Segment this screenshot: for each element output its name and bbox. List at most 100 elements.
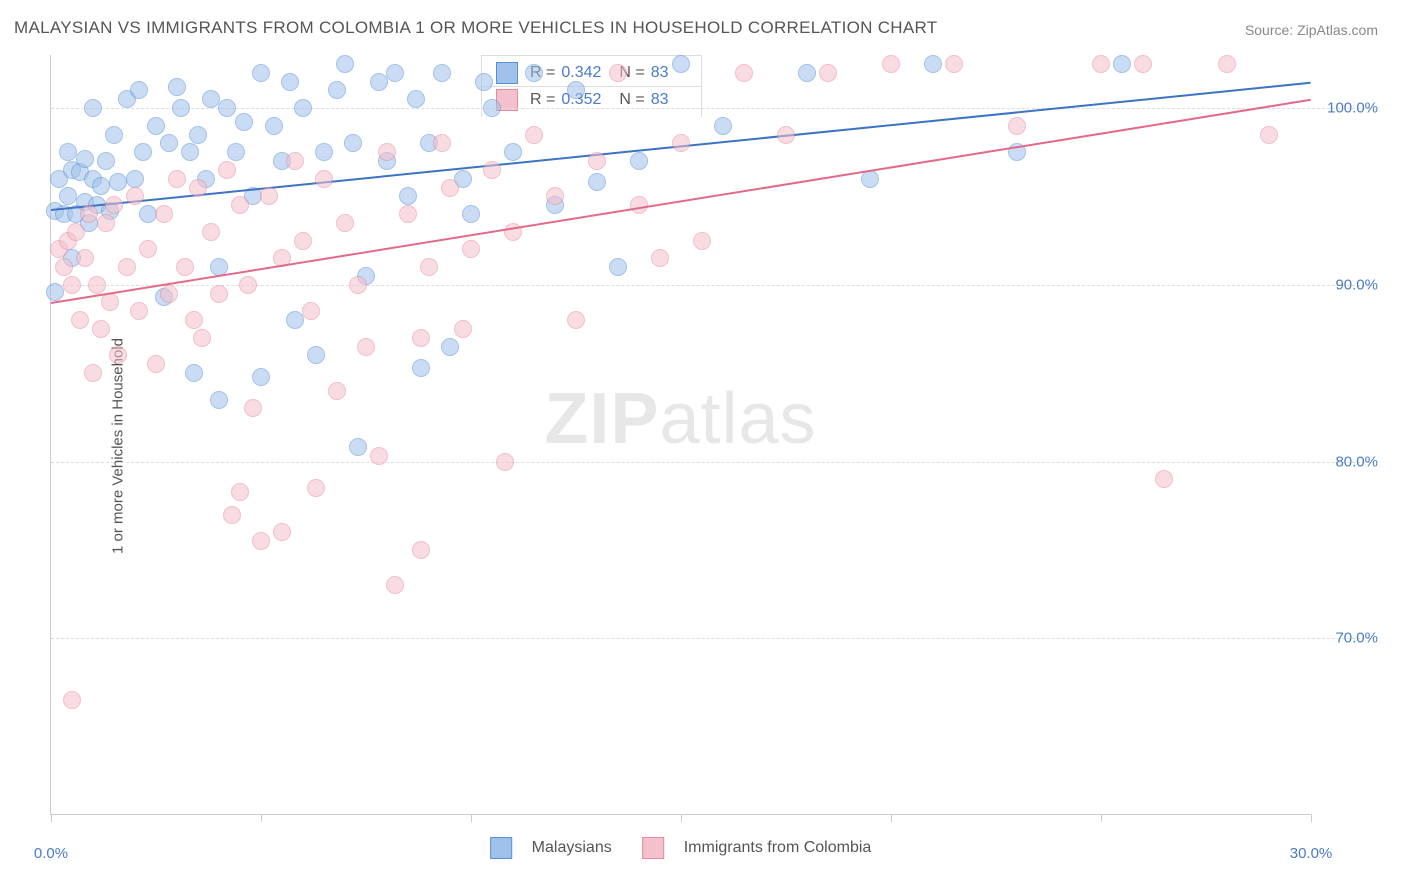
legend-label: Malaysians (532, 839, 612, 857)
scatter-point (101, 293, 119, 311)
scatter-point (483, 161, 501, 179)
scatter-point (109, 346, 127, 364)
scatter-point (672, 55, 690, 73)
gridline-horizontal (51, 108, 1370, 109)
scatter-point (672, 134, 690, 152)
scatter-point (218, 99, 236, 117)
scatter-point (777, 126, 795, 144)
n-label: N = (619, 91, 644, 109)
scatter-point (134, 143, 152, 161)
scatter-point (265, 117, 283, 135)
scatter-point (59, 143, 77, 161)
scatter-point (399, 205, 417, 223)
scatter-point (546, 187, 564, 205)
x-tick (681, 814, 682, 822)
scatter-point (252, 532, 270, 550)
scatter-point (1218, 55, 1236, 73)
n-value: 83 (651, 91, 669, 109)
scatter-point (155, 205, 173, 223)
scatter-point (97, 214, 115, 232)
legend-row: R =0.352N =83 (482, 87, 701, 113)
scatter-point (202, 90, 220, 108)
scatter-point (609, 64, 627, 82)
scatter-point (386, 576, 404, 594)
source-label: Source: (1245, 22, 1293, 38)
scatter-point (63, 691, 81, 709)
scatter-point (147, 117, 165, 135)
scatter-point (109, 173, 127, 191)
scatter-point (349, 438, 367, 456)
legend-label: Immigrants from Colombia (684, 839, 872, 857)
scatter-point (239, 276, 257, 294)
scatter-point (357, 338, 375, 356)
scatter-point (84, 99, 102, 117)
scatter-point (412, 329, 430, 347)
scatter-point (218, 161, 236, 179)
scatter-point (286, 311, 304, 329)
scatter-point (176, 258, 194, 276)
x-tick (261, 814, 262, 822)
scatter-point (294, 232, 312, 250)
scatter-point (399, 187, 417, 205)
scatter-point (1260, 126, 1278, 144)
scatter-point (349, 276, 367, 294)
scatter-point (185, 364, 203, 382)
scatter-point (1113, 55, 1131, 73)
scatter-point (210, 285, 228, 303)
scatter-point (504, 143, 522, 161)
scatter-point (160, 134, 178, 152)
scatter-point (315, 170, 333, 188)
x-tick (1101, 814, 1102, 822)
scatter-point (252, 64, 270, 82)
y-tick-label: 80.0% (1335, 453, 1378, 470)
scatter-point (84, 364, 102, 382)
scatter-point (139, 240, 157, 258)
scatter-point (92, 320, 110, 338)
scatter-point (235, 113, 253, 131)
scatter-point (462, 240, 480, 258)
scatter-point (286, 152, 304, 170)
scatter-point (227, 143, 245, 161)
scatter-point (273, 523, 291, 541)
scatter-point (105, 126, 123, 144)
scatter-point (370, 447, 388, 465)
scatter-point (260, 187, 278, 205)
scatter-point (76, 249, 94, 267)
scatter-point (344, 134, 362, 152)
scatter-point (441, 338, 459, 356)
scatter-point (609, 258, 627, 276)
scatter-point (462, 205, 480, 223)
scatter-point (130, 302, 148, 320)
scatter-point (407, 90, 425, 108)
scatter-point (126, 187, 144, 205)
legend-swatch (490, 837, 512, 859)
scatter-point (307, 479, 325, 497)
scatter-point (454, 320, 472, 338)
scatter-point (168, 78, 186, 96)
scatter-point (202, 223, 220, 241)
scatter-point (567, 81, 585, 99)
scatter-point (328, 382, 346, 400)
y-tick-label: 100.0% (1327, 100, 1378, 117)
legend-row: R =0.342N =83 (482, 60, 701, 87)
scatter-point (118, 258, 136, 276)
y-tick-label: 70.0% (1335, 630, 1378, 647)
scatter-point (588, 173, 606, 191)
series-legend: Malaysians Immigrants from Colombia (490, 837, 872, 859)
scatter-point (193, 329, 211, 347)
scatter-point (412, 359, 430, 377)
legend-swatch (496, 62, 518, 84)
scatter-point (252, 368, 270, 386)
scatter-point (80, 205, 98, 223)
y-tick-label: 90.0% (1335, 276, 1378, 293)
scatter-point (567, 311, 585, 329)
scatter-point (882, 55, 900, 73)
scatter-point (189, 126, 207, 144)
scatter-point (97, 152, 115, 170)
scatter-point (231, 483, 249, 501)
x-tick (1311, 814, 1312, 822)
scatter-point (223, 506, 241, 524)
scatter-point (588, 152, 606, 170)
scatter-point (483, 99, 501, 117)
x-tick (891, 814, 892, 822)
